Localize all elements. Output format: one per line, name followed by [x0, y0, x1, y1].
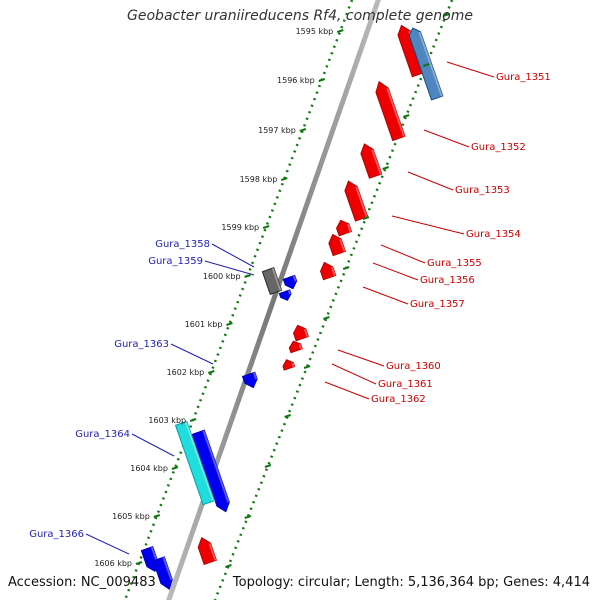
kbp-tick-label: 1602 kbp: [167, 368, 205, 377]
gene-label[interactable]: Gura_1366: [29, 529, 84, 540]
kbp-tick: [153, 514, 161, 518]
strand-tick: [442, 13, 450, 17]
dotted-guide-line: [123, 0, 354, 600]
gene-leader-line: [407, 171, 454, 191]
kbp-tick: [244, 274, 251, 278]
gene-arrow-gura-1352[interactable]: [373, 80, 406, 142]
kbp-tick: [226, 322, 233, 326]
kbp-tick-label: 1600 kbp: [203, 272, 241, 281]
kbp-tick-label: 1596 kbp: [277, 76, 315, 85]
gene-leader-line: [131, 433, 175, 457]
strand-tick: [402, 114, 410, 118]
gene-arrow-gura-1361[interactable]: [288, 339, 303, 354]
topology-text: Topology: circular; Length: 5,136,364 bp…: [232, 575, 590, 590]
kbp-tick-label: 1605 kbp: [112, 512, 150, 521]
gene-label[interactable]: Gura_1353: [455, 185, 510, 196]
gene-label[interactable]: Gura_1357: [410, 299, 465, 310]
gene-label[interactable]: Gura_1354: [466, 229, 521, 240]
gene-arrow-gura-1367[interactable]: [196, 536, 218, 566]
kbp-tick: [135, 561, 143, 565]
kbp-tick: [171, 466, 179, 470]
gene-label[interactable]: Gura_1362: [371, 394, 426, 405]
strand-tick: [264, 464, 272, 468]
gene-leader-line: [85, 533, 130, 555]
gene-arrow-gura-1359[interactable]: [278, 289, 292, 302]
strand-tick: [225, 564, 232, 568]
gene-label[interactable]: Gura_1359: [148, 256, 203, 267]
gene-label[interactable]: Gura_1352: [471, 142, 526, 153]
gene-arrow-gura-1362[interactable]: [281, 358, 296, 371]
kbp-tick-label: 1595 kbp: [296, 27, 334, 36]
kbp-tick: [262, 225, 270, 229]
gene-arrow-gura-1353-a[interactable]: [358, 142, 383, 179]
kbp-tick-label: 1603 kbp: [148, 416, 186, 425]
kbp-tick: [336, 29, 344, 33]
gene-arrow-gura-1364-pseudo[interactable]: [174, 420, 216, 506]
gene-leader-line: [211, 243, 255, 268]
kbp-tick: [299, 128, 307, 132]
gene-leader-line: [324, 381, 370, 400]
kbp-tick: [189, 418, 197, 422]
gene-leader-line: [331, 363, 377, 385]
gene-leader-line: [391, 215, 465, 235]
kbp-tick-label: 1601 kbp: [185, 320, 223, 329]
kbp-tick: [280, 177, 288, 181]
gene-leader-line: [380, 244, 426, 264]
kbp-tick-label: 1606 kbp: [94, 559, 132, 568]
gene-label[interactable]: Gura_1358: [155, 239, 210, 250]
gene-label[interactable]: Gura_1363: [114, 339, 169, 350]
gene-arrow-gura-1358[interactable]: [282, 274, 298, 290]
gene-arrow-gura-1351-rna[interactable]: [407, 26, 444, 101]
kbp-tick-label: 1597 kbp: [258, 126, 296, 135]
gene-arrow-gura-1354[interactable]: [335, 218, 353, 237]
gene-label[interactable]: Gura_1356: [420, 275, 475, 286]
gene-leader-line: [204, 260, 255, 276]
gene-arrow-gura-1360[interactable]: [292, 323, 310, 342]
gene-arrow-gura-1355[interactable]: [327, 232, 347, 257]
gene-arrow-gura-1353-b[interactable]: [342, 179, 369, 222]
gene-leader-line: [446, 61, 495, 78]
strand-tick: [362, 216, 370, 220]
gene-leader-line: [170, 343, 214, 365]
gene-leader-line: [372, 262, 419, 281]
dotted-guide-line: [213, 0, 454, 600]
gene-arrow-gura-1363[interactable]: [241, 371, 260, 389]
strand-tick: [323, 316, 330, 320]
strand-tick: [423, 63, 430, 67]
gene-arrow-gura-1366-b[interactable]: [152, 556, 175, 591]
gene-label[interactable]: Gura_1361: [378, 379, 433, 390]
strand-tick: [303, 365, 311, 369]
gene-leader-line: [423, 129, 470, 148]
kbp-tick: [207, 370, 215, 374]
gene-label[interactable]: Gura_1364: [75, 429, 130, 440]
gene-arrow-gura-1358-other[interactable]: [261, 267, 283, 295]
accession-text: Accession: NC_009483: [8, 575, 156, 590]
gene-label[interactable]: Gura_1355: [427, 258, 482, 269]
gene-label[interactable]: Gura_1351: [496, 72, 551, 83]
gene-arrow-gura-1364[interactable]: [191, 429, 232, 514]
kbp-tick-label: 1604 kbp: [130, 464, 168, 473]
strand-tick: [284, 414, 291, 418]
strand-tick: [342, 266, 350, 270]
gene-arrow-gura-1357[interactable]: [318, 260, 337, 281]
kbp-tick: [318, 78, 326, 82]
kbp-tick-label: 1598 kbp: [240, 175, 278, 184]
map-title: Geobacter uraniireducens Rf4, complete g…: [127, 8, 473, 24]
gene-leader-line: [337, 349, 385, 367]
strand-tick: [382, 166, 389, 170]
gene-label[interactable]: Gura_1360: [386, 361, 441, 372]
strand-tick: [244, 515, 252, 519]
kbp-tick-label: 1599 kbp: [221, 223, 259, 232]
gene-leader-line: [362, 286, 409, 305]
genome-backbone: [166, 0, 381, 600]
